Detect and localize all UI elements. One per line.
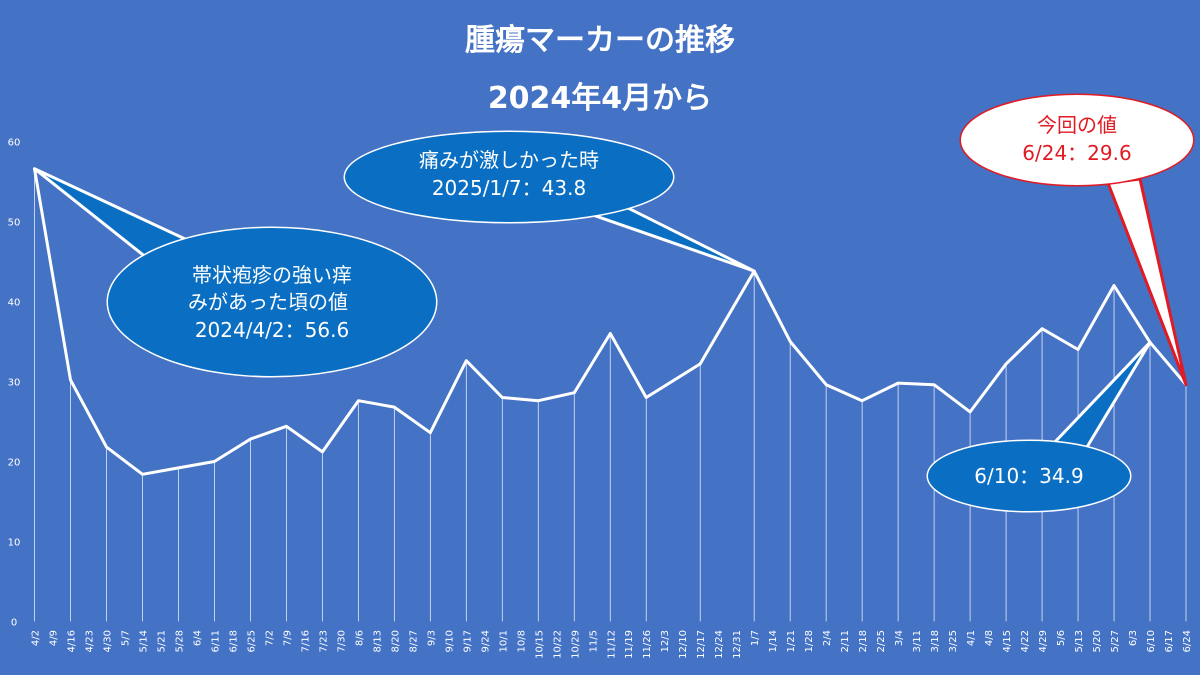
callout-bubble-fill: [345, 132, 673, 222]
y-tick-label: 20: [8, 458, 21, 469]
x-tick-label: 4/23: [84, 630, 95, 652]
x-tick-label: 6/17: [1164, 630, 1175, 652]
callout-bubble-fill: [928, 441, 1130, 511]
series-line: [33, 168, 1188, 476]
chart-title: 腫瘍マーカーの推移: [465, 23, 735, 58]
x-tick-label: 12/31: [732, 630, 743, 659]
x-tick-label: 2/4: [822, 630, 833, 646]
y-tick-label: 0: [11, 618, 17, 629]
x-tick-label: 4/1: [966, 630, 977, 646]
x-tick-label: 7/2: [264, 630, 275, 646]
x-tick-label: 9/10: [444, 630, 455, 652]
x-tick-label: 8/20: [390, 630, 401, 652]
y-tick-label: 50: [8, 218, 21, 229]
x-tick-label: 3/11: [912, 630, 923, 652]
callout-text: 6/24：29.6: [1022, 141, 1131, 165]
x-tick-label: 6/24: [1182, 630, 1193, 652]
y-tick-label: 40: [8, 298, 21, 309]
x-tick-label: 2/25: [876, 630, 887, 652]
x-tick-label: 2/11: [840, 630, 851, 652]
x-tick-label: 9/24: [480, 630, 491, 652]
x-tick-label: 6/18: [228, 630, 239, 652]
x-tick-label: 6/25: [246, 630, 257, 652]
x-tick-label: 5/7: [120, 630, 131, 646]
x-tick-label: 4/29: [1038, 630, 1049, 652]
x-tick-label: 6/11: [210, 630, 221, 652]
x-tick-label: 7/23: [318, 630, 329, 652]
x-tick-label: 7/16: [300, 630, 311, 652]
x-tick-label: 9/17: [462, 630, 473, 652]
x-tick-label: 8/13: [372, 630, 383, 652]
x-tick-label: 6/3: [1128, 630, 1139, 646]
x-tick-label: 11/12: [606, 630, 617, 659]
x-tick-label: 4/22: [1020, 630, 1031, 652]
x-tick-label: 11/5: [588, 630, 599, 652]
y-tick-label: 60: [8, 138, 21, 149]
y-tick-label: 10: [8, 538, 21, 549]
x-tick-label: 6/4: [192, 630, 203, 646]
callout-current-value: 今回の値 6/24：29.6: [959, 93, 1195, 387]
x-tick-label: 4/15: [1002, 630, 1013, 652]
x-tick-label: 4/8: [984, 630, 995, 646]
x-tick-label: 5/21: [156, 630, 167, 652]
callout-text: 今回の値: [1037, 113, 1117, 137]
x-tick-label: 4/2: [31, 630, 42, 646]
x-tick-label: 4/16: [66, 630, 77, 652]
x-tick-label: 9/3: [426, 630, 437, 646]
x-tick-label: 12/3: [660, 630, 671, 652]
x-tick-label: 1/7: [750, 630, 761, 646]
chart-subtitle: 2024年4月から: [488, 81, 712, 116]
x-tick-label: 11/19: [624, 630, 635, 659]
callout-text: 6/10：34.9: [974, 464, 1083, 488]
x-tick-label: 3/25: [948, 630, 959, 652]
x-tick-label: 4/30: [102, 630, 113, 652]
x-tick-label: 10/22: [552, 630, 563, 659]
x-tick-label: 3/18: [930, 630, 941, 652]
x-tick-label: 10/15: [534, 630, 545, 659]
x-tick-label: 5/13: [1074, 630, 1085, 652]
drop-lines: [34, 168, 1187, 622]
y-tick-label: 30: [8, 378, 21, 389]
x-tick-label: 5/6: [1056, 630, 1067, 646]
x-tick-label: 12/10: [678, 630, 689, 659]
x-tick-label: 1/28: [804, 630, 815, 652]
x-tick-label: 8/27: [408, 630, 419, 652]
x-tick-label: 12/24: [714, 630, 725, 659]
x-tick-label: 12/17: [696, 630, 707, 659]
y-axis: 0 10 20 30 40 50 60: [8, 138, 21, 629]
x-tick-label: 5/20: [1092, 630, 1103, 652]
x-tick-label: 4/9: [48, 630, 59, 646]
x-tick-label: 6/10: [1146, 630, 1157, 652]
callout-tail: [588, 206, 756, 273]
x-tick-label: 2/18: [858, 630, 869, 652]
callout-tail: [1051, 340, 1152, 454]
callout-bubble-fill: [108, 228, 436, 376]
x-tick-label: 1/21: [786, 630, 797, 652]
callout-tail: [1106, 177, 1188, 387]
callout-highlight-pain: 痛みが激しかった時 2025/1/7：43.8: [343, 130, 756, 273]
callout-text: 2025/1/7：43.8: [432, 176, 586, 200]
x-tick-label: 5/14: [138, 630, 149, 652]
x-tick-label: 10/8: [516, 630, 527, 652]
x-tick-label: 5/27: [1110, 630, 1121, 652]
x-tick-label: 11/26: [642, 630, 653, 659]
x-tick-label: 10/29: [570, 630, 581, 659]
callout-text: みがあった頃の値: [188, 290, 348, 314]
x-tick-label: 3/4: [894, 630, 905, 646]
x-tick-label: 5/28: [174, 630, 185, 652]
callout-text: 帯状疱疹の強い痒: [192, 263, 352, 287]
x-tick-label: 10/1: [498, 630, 509, 652]
x-tick-label: 7/30: [336, 630, 347, 652]
callout-text: 痛みが激しかった時: [419, 148, 599, 172]
callout-text: 2024/4/2：56.6: [195, 318, 349, 342]
x-tick-label: 7/9: [282, 630, 293, 646]
callout-bubble-fill: [961, 95, 1193, 185]
x-axis: 4/2 4/9 4/16 4/23 4/30 5/7 5/14 5/21 5/28 6/4 6/11…: [31, 630, 1194, 659]
x-tick-label: 1/14: [768, 630, 779, 652]
callout-highlight-prev: 6/10：34.9: [926, 340, 1152, 513]
x-tick-label: 8/6: [354, 630, 365, 646]
